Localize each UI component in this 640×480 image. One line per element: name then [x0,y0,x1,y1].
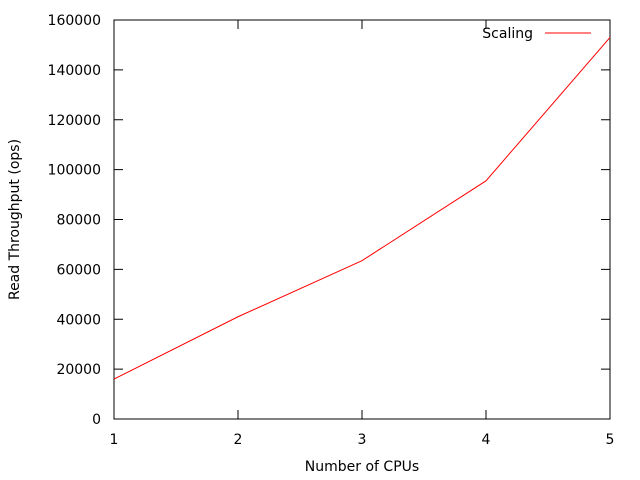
x-tick-label: 4 [482,432,491,448]
plot-frame [113,19,611,420]
y-tick-label: 80000 [56,213,101,229]
y-tick-label: 100000 [48,163,101,179]
y-tick-label: 120000 [48,113,101,129]
y-tick-label: 60000 [56,262,101,278]
series-layer [113,37,611,380]
x-tick-label: 5 [606,432,615,448]
x-axis-label: Number of CPUs [305,459,419,475]
x-tick-label: 1 [110,432,119,448]
y-tick-label: 20000 [56,362,101,378]
y-axis-ticks: 0 20000 40000 60000 80000 100000 120000 140000 1… [48,13,610,428]
x-tick-label: 2 [234,432,243,448]
y-tick-label: 0 [92,412,101,428]
legend: Scaling [482,26,591,42]
y-tick-label: 140000 [48,63,101,79]
x-tick-label: 3 [358,432,367,448]
y-axis-label: Read Throughput (ops) [7,139,23,300]
x-axis-ticks: 1 2 3 4 5 [110,20,615,448]
y-tick-label: 40000 [56,312,101,328]
series-line-scaling [113,37,611,380]
y-tick-label: 160000 [48,13,101,29]
legend-label: Scaling [482,26,533,42]
